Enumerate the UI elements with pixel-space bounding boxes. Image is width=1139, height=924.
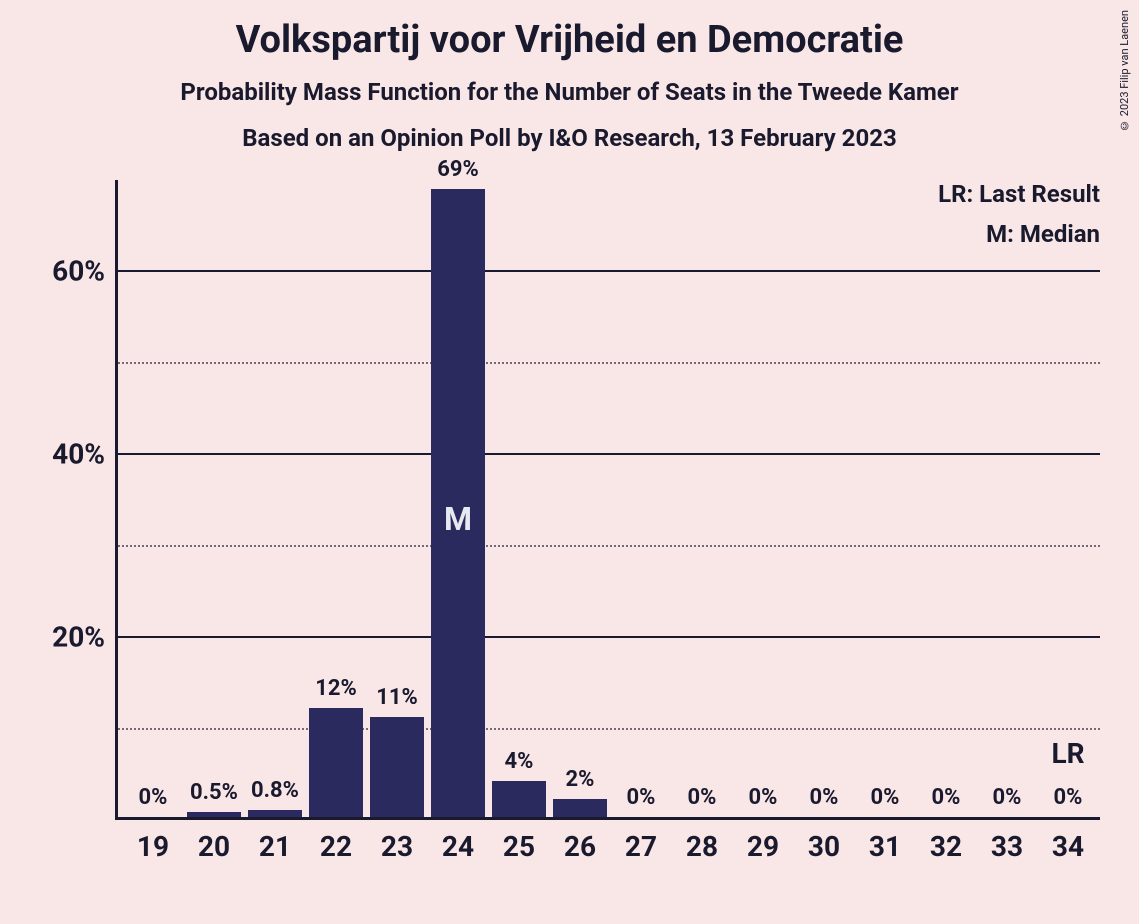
median-marker: M bbox=[444, 500, 472, 538]
bar bbox=[187, 812, 241, 817]
x-tick-label: 22 bbox=[320, 830, 352, 863]
y-tick-label: 40% bbox=[52, 438, 105, 471]
x-tick-label: 28 bbox=[686, 830, 718, 863]
chart-container: LR: Last Result M: Median 20%40%60% 0%0.… bbox=[115, 180, 1115, 900]
bar-value-label: 4% bbox=[505, 749, 534, 774]
bar-value-label: 0.8% bbox=[251, 778, 299, 803]
x-tick-label: 23 bbox=[381, 830, 413, 863]
bar bbox=[309, 708, 363, 817]
gridline-minor bbox=[115, 362, 1100, 364]
bar-value-label: 0% bbox=[993, 785, 1022, 810]
bar-value-label: 0% bbox=[139, 785, 168, 810]
chart-title: Volkspartij voor Vrijheid en Democratie bbox=[0, 0, 1139, 62]
x-tick-label: 20 bbox=[198, 830, 230, 863]
y-tick-label: 20% bbox=[52, 621, 105, 654]
x-tick-label: 27 bbox=[625, 830, 657, 863]
x-tick-label: 26 bbox=[564, 830, 596, 863]
bar bbox=[553, 799, 607, 817]
gridline-major bbox=[115, 270, 1100, 272]
bar-value-label: 11% bbox=[376, 685, 418, 710]
bar-value-label: 0% bbox=[932, 785, 961, 810]
gridline-minor bbox=[115, 545, 1100, 547]
bar bbox=[370, 717, 424, 817]
bar-value-label: 0% bbox=[1054, 785, 1083, 810]
x-tick-label: 31 bbox=[869, 830, 901, 863]
y-tick-label: 60% bbox=[52, 255, 105, 288]
bar bbox=[492, 781, 546, 817]
bar-value-label: 0% bbox=[688, 785, 717, 810]
chart-subtitle-1: Probability Mass Function for the Number… bbox=[0, 78, 1139, 106]
copyright-notice: © 2023 Filip van Laenen bbox=[1118, 10, 1131, 132]
bar-value-label: 0% bbox=[810, 785, 839, 810]
plot-area: 20%40%60% 0%0.5%0.8%12%11%69%4%2%0%0%0%0… bbox=[115, 180, 1100, 820]
x-tick-label: 32 bbox=[930, 830, 962, 863]
bar-value-label: 0% bbox=[627, 785, 656, 810]
gridline-major bbox=[115, 636, 1100, 638]
bar-value-label: 2% bbox=[566, 767, 595, 792]
bar bbox=[248, 810, 302, 817]
bar-value-label: 12% bbox=[315, 676, 357, 701]
x-tick-label: 19 bbox=[137, 830, 169, 863]
bar-value-label: 0.5% bbox=[190, 780, 238, 805]
bar-value-label: 69% bbox=[437, 157, 479, 182]
chart-subtitle-2: Based on an Opinion Poll by I&O Research… bbox=[0, 124, 1139, 152]
lr-marker: LR bbox=[1051, 737, 1084, 770]
x-tick-label: 25 bbox=[503, 830, 535, 863]
x-tick-label: 33 bbox=[991, 830, 1023, 863]
x-tick-label: 29 bbox=[747, 830, 779, 863]
x-axis bbox=[115, 817, 1100, 820]
y-axis bbox=[115, 180, 118, 820]
bar-value-label: 0% bbox=[871, 785, 900, 810]
x-tick-label: 30 bbox=[808, 830, 840, 863]
bar-value-label: 0% bbox=[749, 785, 778, 810]
gridline-minor bbox=[115, 728, 1100, 730]
x-tick-label: 34 bbox=[1052, 830, 1084, 863]
x-tick-label: 24 bbox=[442, 830, 474, 863]
gridline-major bbox=[115, 453, 1100, 455]
x-tick-label: 21 bbox=[259, 830, 291, 863]
